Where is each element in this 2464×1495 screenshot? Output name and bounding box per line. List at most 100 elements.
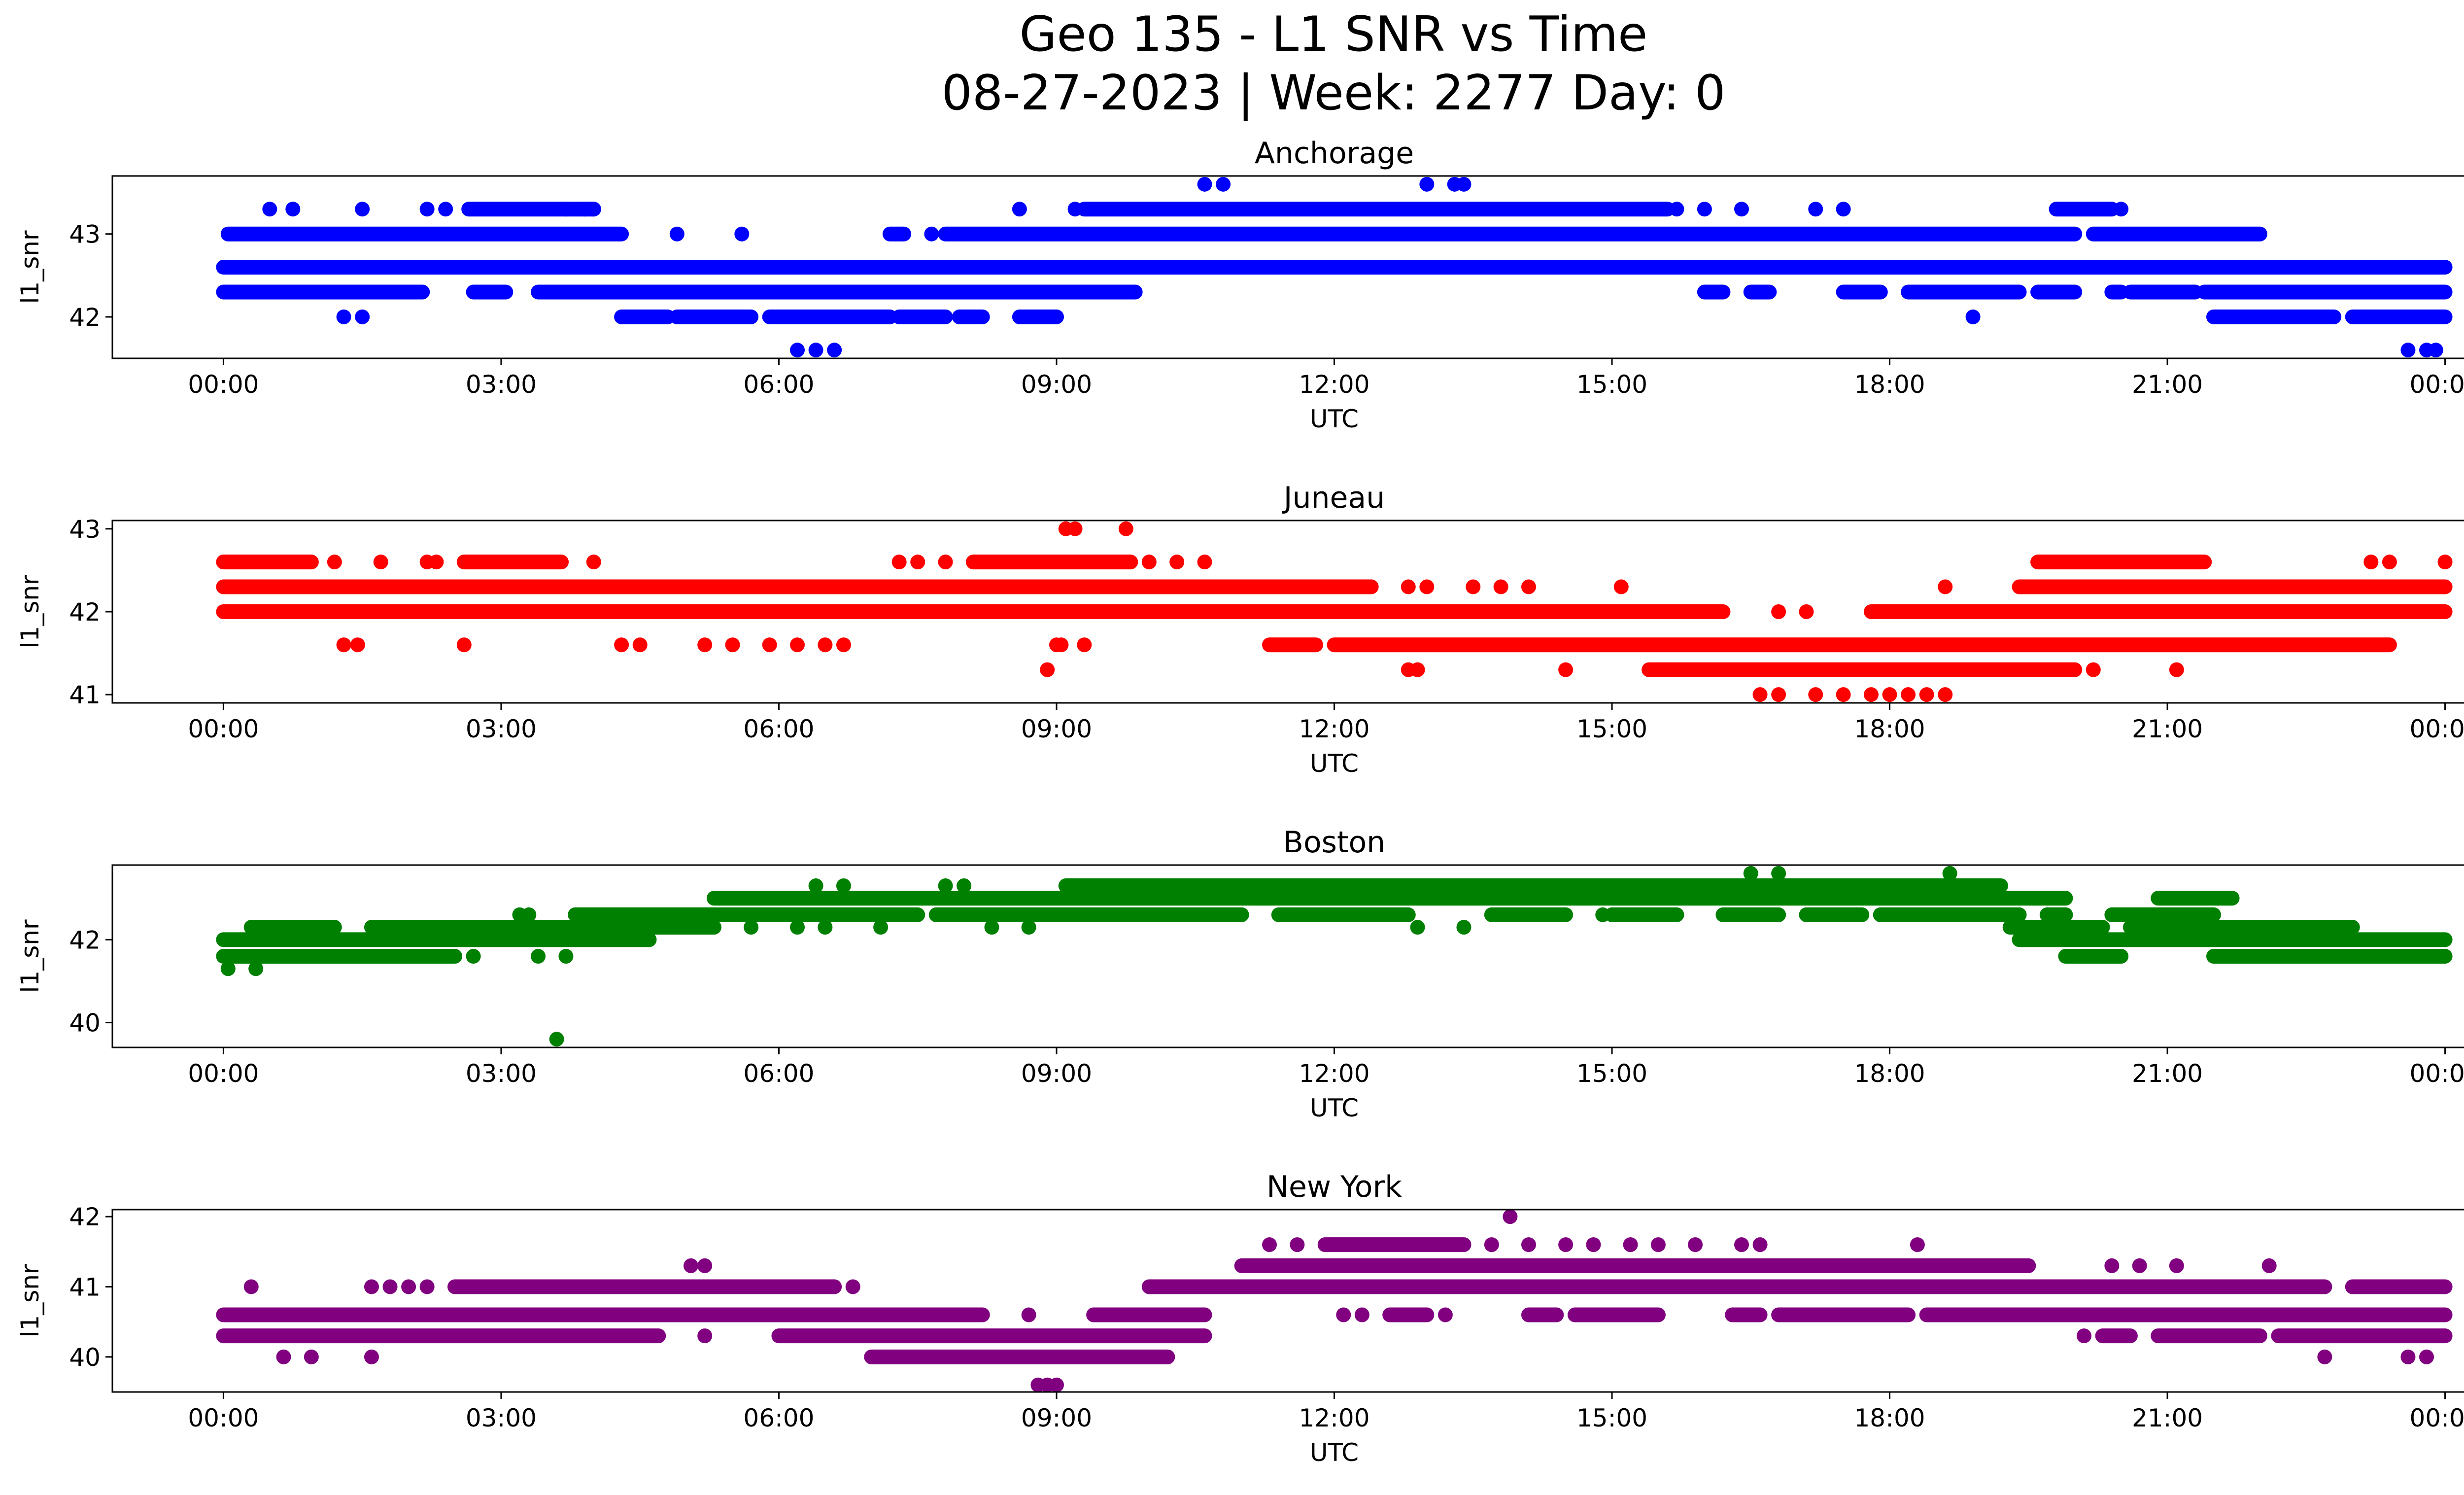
data-point	[373, 555, 388, 570]
y-tick-label: 41	[69, 1273, 101, 1302]
data-point	[818, 920, 833, 935]
data-point	[1688, 1237, 1703, 1252]
data-point	[1613, 579, 1629, 594]
data-point	[1118, 521, 1133, 536]
data-point	[336, 309, 351, 324]
data-point	[429, 555, 444, 570]
data-point	[1354, 1307, 1369, 1322]
data-point	[614, 637, 629, 653]
data-point	[1910, 1237, 1925, 1252]
data-point	[1771, 687, 1786, 702]
data-point	[419, 1279, 435, 1294]
data-point	[1938, 579, 1953, 594]
data-point	[669, 226, 684, 242]
data-point	[2197, 1279, 2212, 1294]
data-point	[808, 343, 823, 358]
x-tick-label: 12:00	[1299, 715, 1369, 743]
data-point	[1734, 202, 1749, 217]
data-point	[891, 555, 907, 570]
data-point	[2030, 920, 2046, 935]
data-point	[438, 202, 453, 217]
data-point	[2363, 555, 2379, 570]
data-point	[1808, 202, 1823, 217]
data-point	[521, 907, 537, 922]
data-point	[1863, 687, 1879, 702]
x-tick-label: 09:00	[1021, 370, 1092, 399]
x-tick-label: 21:00	[2132, 1059, 2203, 1088]
data-point	[1336, 1307, 1351, 1322]
data-point	[2114, 202, 2129, 217]
data-point	[938, 878, 953, 894]
data-points	[216, 176, 2453, 358]
data-point	[1049, 637, 1064, 653]
x-tick-label: 03:00	[466, 1059, 537, 1088]
data-point	[2086, 662, 2101, 677]
data-point	[808, 878, 823, 894]
data-point	[910, 555, 925, 570]
subplot-title: Anchorage	[1255, 136, 1414, 171]
data-point	[1456, 176, 1472, 192]
data-point	[355, 309, 370, 324]
subplot-new-york: New York 00:00 03:00 06:00 09:00 12:00 15:00 18…	[16, 1170, 2464, 1467]
subplots: Anchorage 00:00 03:00 06:00 09:00 12:00 15:00 1…	[16, 136, 2464, 1467]
data-point	[364, 1349, 379, 1364]
data-point	[1808, 687, 1823, 702]
data-point	[1771, 604, 1786, 619]
data-point	[836, 878, 851, 894]
data-point	[248, 961, 264, 976]
x-tick-label: 09:00	[1021, 1059, 1092, 1088]
subplot-title: Boston	[1283, 825, 1385, 860]
x-tick-label: 09:00	[1021, 715, 1092, 743]
y-axis-label: l1_snr	[16, 919, 44, 993]
data-point	[984, 920, 999, 935]
data-point	[1419, 579, 1435, 594]
y-tick-label: 40	[69, 1009, 101, 1038]
data-point	[1012, 202, 1027, 217]
x-tick-label: 06:00	[743, 1404, 814, 1432]
data-point	[1938, 687, 1953, 702]
figure-title-line1: Geo 135 - L1 SNR vs Time	[1020, 6, 1648, 63]
data-point	[1919, 687, 1934, 702]
data-point	[401, 1279, 416, 1294]
data-point	[336, 637, 351, 653]
y-axis-label: l1_snr	[16, 575, 44, 648]
subplot-title: New York	[1266, 1170, 1402, 1204]
x-tick-label: 00:00	[188, 370, 259, 399]
x-tick-label: 12:00	[1299, 1059, 1369, 1088]
data-point	[1466, 579, 1481, 594]
x-tick-label: 21:00	[2132, 715, 2203, 743]
data-point	[1882, 687, 1897, 702]
data-point	[1558, 1237, 1574, 1252]
data-point	[1049, 1377, 1064, 1392]
data-point	[2317, 1349, 2332, 1364]
data-point	[327, 555, 342, 570]
data-point	[1419, 176, 1435, 192]
x-tick-label: 00:00	[2410, 1059, 2464, 1088]
data-point	[2400, 343, 2416, 358]
data-point	[1965, 309, 1981, 324]
data-point	[2132, 1258, 2147, 1273]
x-tick-label: 00:00	[188, 1059, 259, 1088]
data-point	[1558, 662, 1574, 677]
data-point	[734, 226, 750, 242]
subplot-anchorage: Anchorage 00:00 03:00 06:00 09:00 12:00 15:00 1…	[16, 136, 2464, 433]
data-point	[1401, 579, 1416, 594]
data-point	[304, 1349, 319, 1364]
data-point	[1650, 1237, 1666, 1252]
x-tick-label: 03:00	[466, 1404, 537, 1432]
data-point	[2382, 555, 2397, 570]
x-tick-label: 00:00	[2410, 1404, 2464, 1432]
data-point	[697, 1258, 713, 1273]
data-point	[1410, 920, 1425, 935]
data-point	[2382, 260, 2397, 275]
data-point	[1752, 687, 1768, 702]
x-tick-label: 12:00	[1299, 1404, 1369, 1432]
subplot-juneau: Juneau 00:00 03:00 06:00 09:00 12:00 15:00 18:0…	[16, 481, 2464, 778]
data-point	[1456, 920, 1472, 935]
data-point	[725, 637, 740, 653]
data-point	[531, 949, 546, 964]
x-tick-label: 06:00	[743, 370, 814, 399]
x-tick-label: 15:00	[1576, 715, 1647, 743]
data-point	[790, 343, 805, 358]
